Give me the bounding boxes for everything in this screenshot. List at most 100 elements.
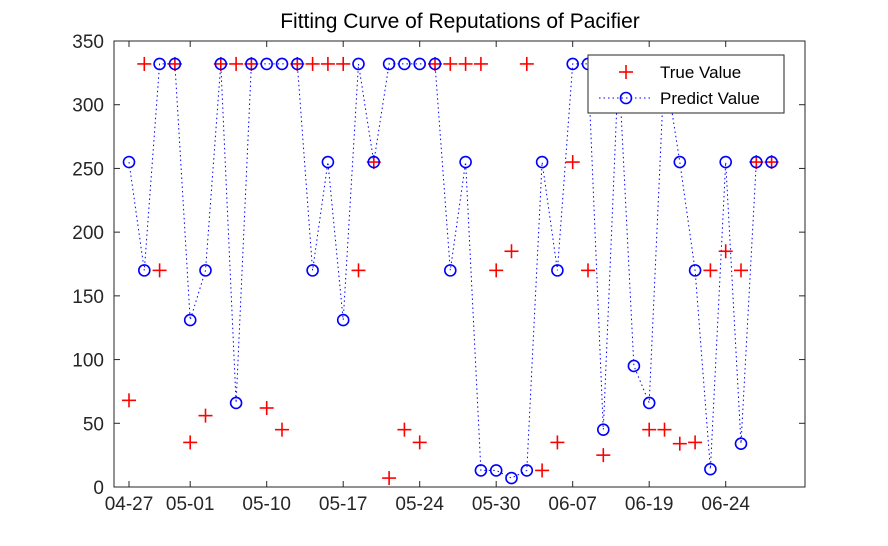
y-tick-label: 150: [72, 287, 104, 308]
predict-value-point: [214, 57, 228, 71]
predict-value-point: [321, 155, 335, 169]
true-value-point: [137, 56, 152, 71]
true-value-point: [642, 422, 657, 437]
x-tick-label: 05-17: [319, 494, 368, 515]
y-tick-label: 200: [72, 223, 104, 244]
true-value-point: [351, 263, 366, 278]
x-tick-label: 06-19: [625, 494, 674, 515]
true-value-point: [152, 263, 167, 278]
x-tick-label: 06-07: [548, 494, 597, 515]
predict-value-point: [719, 155, 733, 169]
x-tick-label: 05-10: [242, 494, 291, 515]
predict-value-point: [688, 264, 702, 277]
predict-value-point: [260, 57, 274, 71]
predict-value-point: [352, 57, 365, 71]
y-tick-label: 300: [72, 96, 104, 117]
true-value-point: [672, 436, 687, 451]
predict-value-point: [566, 57, 580, 71]
legend-box: [587, 54, 785, 114]
true-value-point: [305, 56, 320, 71]
predict-value-point: [138, 264, 151, 277]
predict-value-point: [275, 57, 289, 71]
true-value-point: [275, 422, 289, 437]
true-value-point: [336, 56, 351, 71]
x-tick-label: 05-24: [395, 494, 444, 515]
true-value-point: [167, 56, 182, 71]
true-value-point: [749, 155, 764, 170]
true-value-point: [458, 56, 473, 71]
legend-marker-predict-value: [619, 91, 633, 105]
true-value-point: [428, 56, 442, 71]
true-value-point: [688, 435, 703, 450]
predict-value-point: [505, 471, 518, 485]
true-value-point: [504, 244, 519, 259]
legend-label-true-value: True Value: [660, 63, 741, 82]
predict-value-point: [229, 396, 243, 410]
predict-value-point: [474, 464, 488, 477]
x-axis: 04-27 05-01 05-10 05-17 05-24 05-30 06-07 06-19…: [105, 41, 750, 515]
true-value-point: [489, 263, 504, 278]
predict-value-point: [183, 313, 197, 327]
predict-value-point: [245, 57, 258, 71]
legend-label-predict-value: Predict Value: [660, 89, 760, 108]
true-value-point: [703, 263, 718, 278]
true-value-point: [519, 56, 534, 71]
true-value-point: [565, 155, 580, 170]
true-value-point: [412, 435, 427, 450]
plot-area-frame: [113, 40, 806, 488]
predict-value-point: [765, 155, 778, 169]
y-tick-label: 250: [72, 159, 104, 180]
y-tick-label: 350: [72, 32, 104, 53]
predict-value-point: [168, 57, 182, 71]
true-value-point: [259, 400, 274, 415]
true-value-point: [397, 422, 412, 437]
true-value-point: [535, 463, 550, 478]
predict-value-point: [749, 155, 763, 169]
x-tick-label: 05-01: [166, 494, 215, 515]
legend: True Value Predict Value: [587, 54, 785, 114]
true-value-point: [443, 56, 458, 71]
predict-value-point: [551, 264, 564, 277]
predict-value-point: [122, 155, 136, 169]
predict-value-point: [306, 264, 319, 277]
true-value-point: [764, 155, 779, 170]
x-tick-label: 06-24: [701, 494, 750, 515]
true-value-point: [657, 422, 672, 437]
true-value-point: [581, 263, 595, 278]
y-tick-label: 0: [93, 478, 104, 499]
predict-value-point: [596, 423, 610, 436]
predict-value-point: [367, 155, 381, 169]
predict-value-point: [520, 464, 534, 477]
predict-value-point: [459, 155, 472, 169]
legend-marker-true-value: [619, 65, 633, 79]
predict-value-point: [398, 57, 411, 71]
predict-value-point: [734, 437, 748, 450]
true-value-point: [382, 471, 397, 486]
true-value-point: [473, 56, 488, 71]
predict-value-point: [535, 155, 549, 169]
y-axis: 0 50 100 150 200 250 300 350: [72, 32, 805, 499]
true-value-point: [320, 56, 335, 71]
predict-value-point: [290, 57, 304, 71]
predict-value-point: [627, 359, 641, 373]
predict-value-point: [428, 57, 442, 71]
true-value-point: [183, 435, 198, 450]
true-value-point: [290, 56, 305, 71]
predict-value-point: [704, 462, 717, 476]
x-tick-label: 04-27: [105, 494, 154, 515]
true-value-point: [596, 448, 611, 463]
predict-value-point: [673, 155, 687, 169]
y-tick-label: 50: [83, 414, 104, 435]
true-value-point: [229, 56, 244, 71]
predict-value-point: [382, 57, 396, 71]
predict-value-point: [443, 264, 457, 277]
predict-value-point: [336, 313, 350, 327]
predict-value-point: [199, 264, 212, 277]
predict-value-point: [489, 464, 503, 477]
chart-title: Fitting Curve of Reputations of Pacifier: [280, 10, 640, 33]
true-value-point: [734, 263, 748, 278]
y-tick-label: 100: [72, 351, 104, 372]
true-value-point: [366, 155, 381, 170]
true-value-point: [122, 393, 136, 408]
